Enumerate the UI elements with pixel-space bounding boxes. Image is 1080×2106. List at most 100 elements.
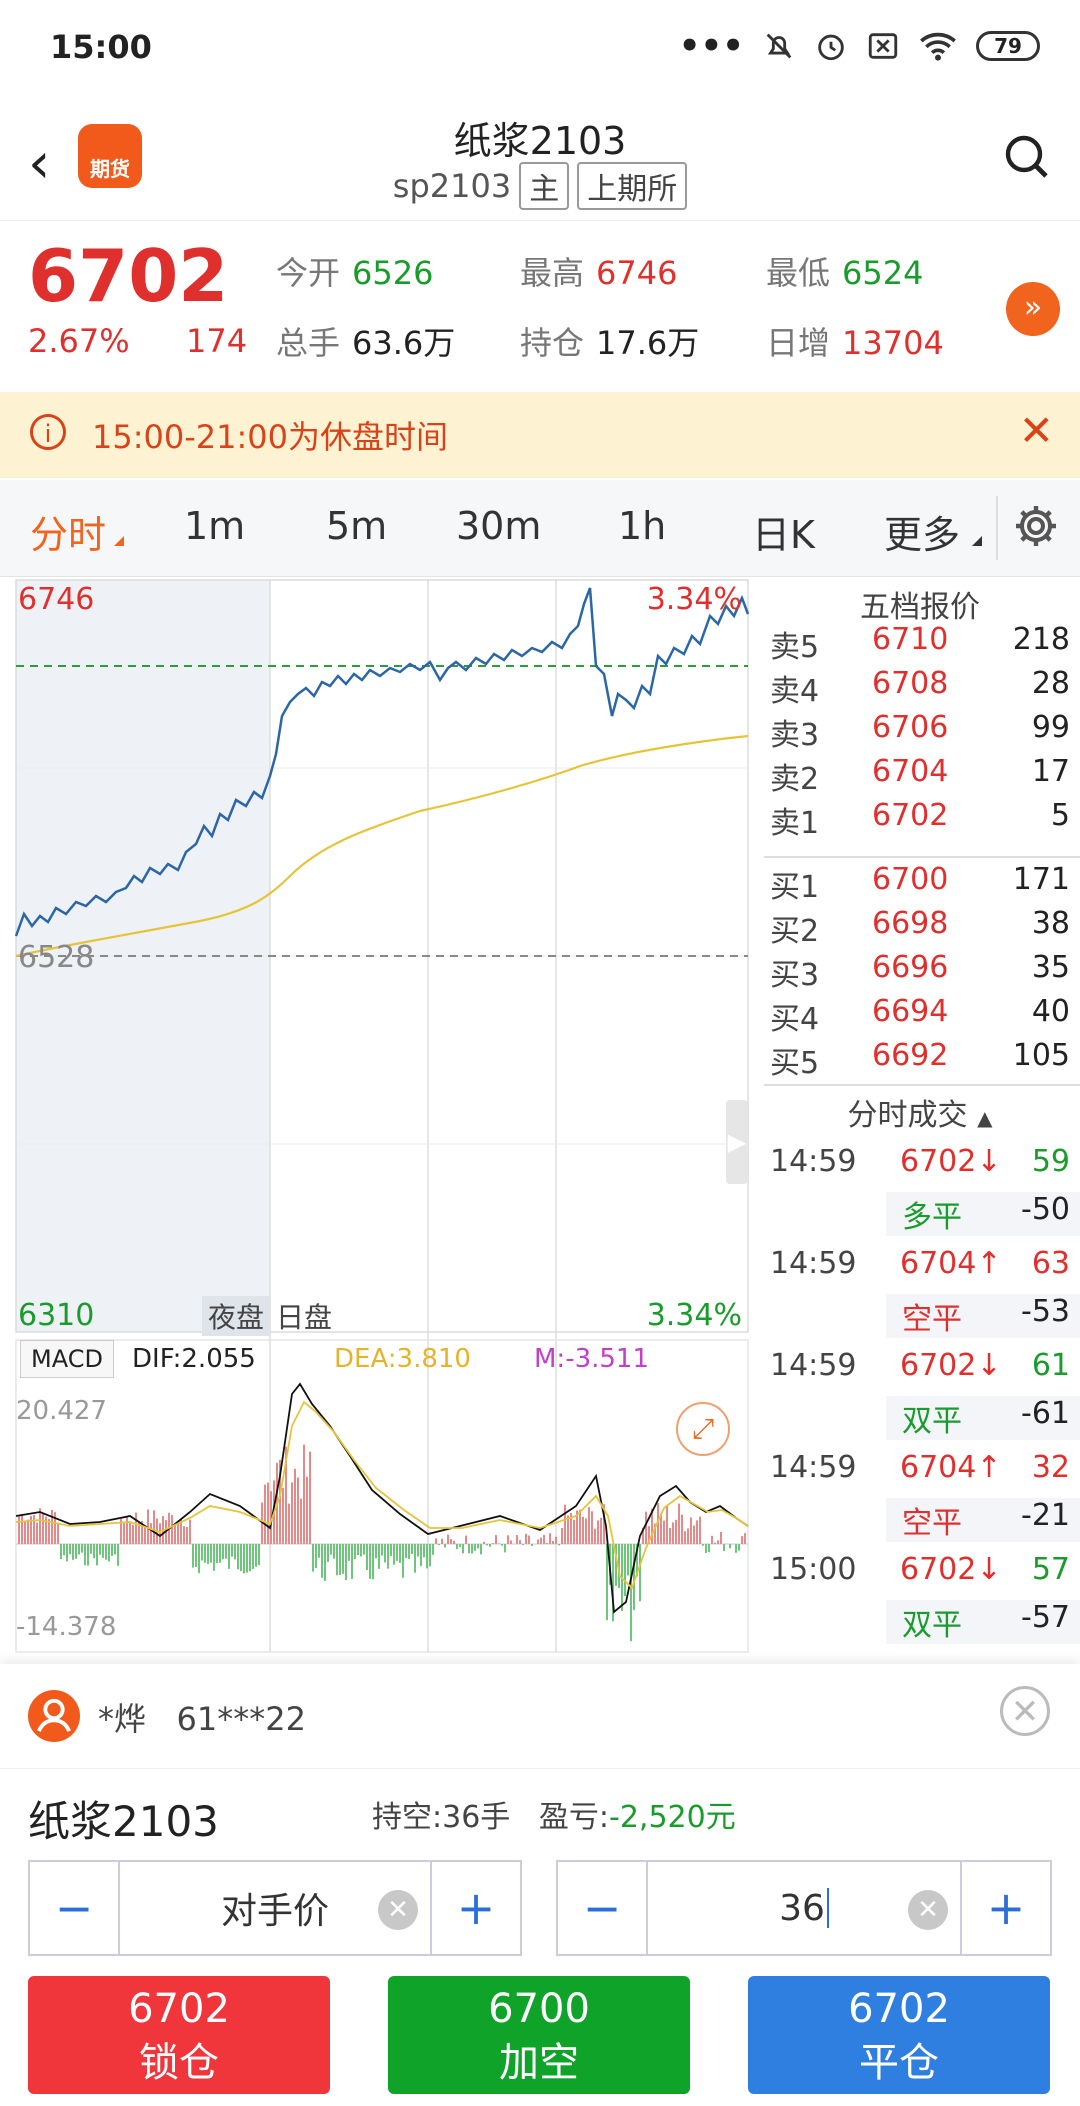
- close-panel-button[interactable]: ✕: [1000, 1686, 1050, 1736]
- fullscreen-icon[interactable]: ⤢: [676, 1402, 730, 1456]
- macd-bar: [396, 1544, 398, 1561]
- orderbook-divider: [764, 856, 1080, 858]
- tab-daily-k[interactable]: 日K: [752, 513, 815, 557]
- action-label: 平仓: [859, 2040, 939, 2086]
- macd-bar: [45, 1516, 47, 1544]
- trade-time: 15:00: [770, 1552, 857, 1587]
- macd-bar: [390, 1544, 392, 1556]
- chart-svg: [14, 579, 750, 1653]
- price-decrease-button[interactable]: −: [54, 1881, 94, 1935]
- intraday-chart[interactable]: 6746 3.34% 6528 6310 3.34% 夜盘 日盘 ▶ MACD …: [0, 576, 750, 1656]
- macd-bar: [312, 1544, 314, 1572]
- avatar[interactable]: [28, 1690, 80, 1742]
- trades-title[interactable]: 分时成交 ▲: [760, 1090, 1080, 1134]
- back-button[interactable]: ‹: [28, 131, 51, 196]
- price-input[interactable]: 对手价 ✕: [118, 1862, 432, 1954]
- qty-increase-button[interactable]: +: [986, 1881, 1026, 1935]
- close-notice-button[interactable]: ✕: [1018, 406, 1054, 455]
- macd-bar: [666, 1505, 668, 1544]
- macd-bar: [441, 1538, 443, 1544]
- collapse-orderbook-handle[interactable]: ▶: [726, 1100, 748, 1184]
- quantity-input[interactable]: 36 ✕: [646, 1862, 962, 1954]
- macd-bar: [132, 1524, 134, 1544]
- qty-decrease-button[interactable]: −: [582, 1881, 622, 1935]
- bid-row[interactable]: 买4 6694 40: [760, 994, 1080, 1038]
- clear-price-icon[interactable]: ✕: [378, 1890, 418, 1930]
- ask-row[interactable]: 卖2 6704 17: [760, 754, 1080, 798]
- ask-row[interactable]: 卖3 6706 99: [760, 710, 1080, 754]
- macd-bottom-value: -14.378: [16, 1612, 117, 1642]
- gear-icon[interactable]: [1012, 502, 1060, 550]
- action-button-1[interactable]: 6702 锁仓: [28, 1976, 330, 2094]
- macd-bar: [252, 1544, 254, 1569]
- macd-bar: [642, 1527, 644, 1544]
- macd-bar: [264, 1484, 266, 1544]
- bid-row[interactable]: 买5 6692 105: [760, 1038, 1080, 1082]
- macd-bar: [192, 1544, 194, 1568]
- macd-bar: [399, 1544, 401, 1563]
- bid-row[interactable]: 买3 6696 35: [760, 950, 1080, 994]
- tab-timeshare[interactable]: 分时: [30, 513, 107, 557]
- action-button-3[interactable]: 6702 平仓: [748, 1976, 1050, 2094]
- macd-bar: [657, 1503, 659, 1544]
- macd-bar: [336, 1544, 338, 1576]
- notice-bar: i 15:00-21:00为休盘时间 ✕: [0, 392, 1080, 478]
- action-button-2[interactable]: 6700 加空: [388, 1976, 690, 2094]
- macd-bar: [345, 1544, 347, 1581]
- ask-label: 卖5: [770, 630, 820, 665]
- macd-bar: [462, 1544, 464, 1554]
- macd-bar: [387, 1544, 389, 1569]
- macd-bar: [105, 1544, 107, 1560]
- bid-price: 6694: [872, 994, 949, 1029]
- bid-qty: 105: [1012, 1038, 1070, 1073]
- bid-row[interactable]: 买1 6700 171: [760, 862, 1080, 906]
- price-increase-button[interactable]: +: [456, 1881, 496, 1935]
- macd-bar: [546, 1543, 548, 1544]
- macd-bar: [402, 1544, 404, 1578]
- macd-bar: [78, 1544, 80, 1555]
- ask-row[interactable]: 卖4 6708 28: [760, 666, 1080, 710]
- ask-row[interactable]: 卖5 6710 218: [760, 622, 1080, 666]
- expand-quote-button[interactable]: »: [1006, 282, 1060, 336]
- trade-qty: 32: [1031, 1450, 1070, 1485]
- trade-price: 6704↑: [900, 1450, 1002, 1485]
- macd-dea-line: [15, 1400, 749, 1590]
- macd-bar: [147, 1509, 149, 1544]
- macd-bar: [330, 1544, 332, 1555]
- tab-5m[interactable]: 5m: [326, 504, 388, 548]
- low-value: 6524: [842, 254, 924, 292]
- indicator-selector[interactable]: MACD: [20, 1340, 114, 1378]
- last-price: 6702: [28, 234, 229, 318]
- macd-bar: [447, 1534, 449, 1544]
- bell-off-icon: [766, 33, 792, 59]
- macd-bar: [603, 1504, 605, 1544]
- tab-30m[interactable]: 30m: [456, 504, 542, 548]
- tab-more[interactable]: 更多: [884, 513, 961, 557]
- macd-bar: [141, 1520, 143, 1544]
- ask-row[interactable]: 卖1 6702 5: [760, 798, 1080, 842]
- day-session-label: 日盘: [276, 1301, 333, 1334]
- bid-row[interactable]: 买2 6698 38: [760, 906, 1080, 950]
- macd-bar: [492, 1543, 494, 1544]
- trade-qty: 57: [1031, 1552, 1070, 1587]
- tab-1m[interactable]: 1m: [184, 504, 246, 548]
- average-price-line: [15, 734, 749, 958]
- clear-qty-icon[interactable]: ✕: [908, 1890, 948, 1930]
- macd-bar: [507, 1535, 509, 1544]
- trades-title-label: 分时成交: [847, 1098, 968, 1133]
- trade-row: 14:59 6702↓ 61: [760, 1348, 1080, 1392]
- ask-label: 卖1: [770, 806, 820, 841]
- macd-bar: [270, 1491, 272, 1544]
- bid-price: 6698: [872, 906, 949, 941]
- trade-time: 14:59: [770, 1246, 857, 1281]
- macd-bar: [201, 1544, 203, 1561]
- position-label: 持空:36手: [372, 1800, 511, 1835]
- app-logo: 期货: [78, 124, 142, 188]
- trade-detail-row: 空平 -21: [886, 1498, 1080, 1542]
- macd-bar: [114, 1544, 116, 1555]
- tab-1h[interactable]: 1h: [618, 504, 667, 548]
- macd-bar: [417, 1544, 419, 1557]
- trade-type: 空平: [902, 1302, 962, 1337]
- search-icon[interactable]: [1002, 132, 1050, 180]
- macd-bar: [378, 1544, 380, 1569]
